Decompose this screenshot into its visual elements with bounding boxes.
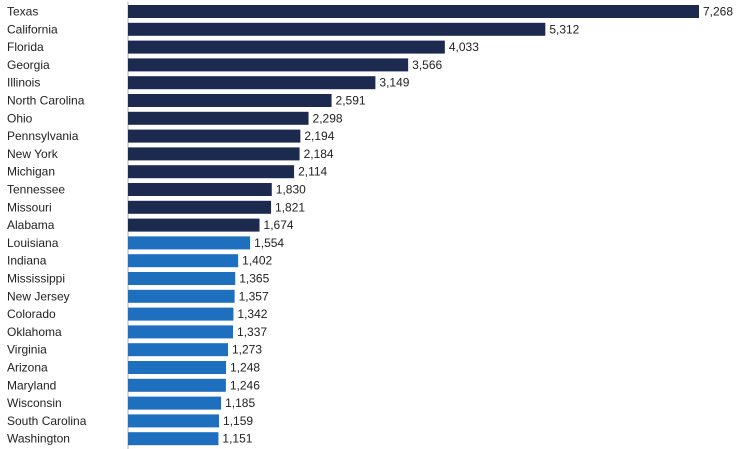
category-label-pennsylvania: Pennsylvania <box>7 129 79 143</box>
category-label-north-carolina: North Carolina <box>7 94 85 108</box>
value-label-michigan: 2,114 <box>298 165 327 179</box>
category-label-arizona: Arizona <box>7 361 48 375</box>
bar-florida <box>128 40 445 54</box>
bar-alabama <box>128 218 260 232</box>
category-label-ohio: Ohio <box>7 111 33 125</box>
value-label-missouri: 1,821 <box>275 200 305 214</box>
value-label-arizona: 1,248 <box>230 361 260 375</box>
value-label-texas: 7,268 <box>703 5 733 19</box>
bars-group <box>128 5 699 446</box>
bar-south-carolina <box>128 414 220 428</box>
category-label-new-york: New York <box>7 147 59 161</box>
value-label-ohio: 2,298 <box>313 111 343 125</box>
bar-washington <box>128 432 219 446</box>
category-label-florida: Florida <box>7 40 44 54</box>
bar-oklahoma <box>128 325 234 339</box>
bar-new-jersey <box>128 289 235 303</box>
category-label-virginia: Virginia <box>7 343 47 357</box>
value-label-colorado: 1,342 <box>237 307 267 321</box>
value-label-indiana: 1,402 <box>242 254 272 268</box>
bar-missouri <box>128 200 272 214</box>
bar-georgia <box>128 58 409 72</box>
value-label-florida: 4,033 <box>449 40 479 54</box>
bar-illinois <box>128 76 376 90</box>
value-label-washington: 1,151 <box>222 432 252 446</box>
category-label-south-carolina: South Carolina <box>7 414 87 428</box>
value-label-new-york: 2,184 <box>304 147 334 161</box>
category-label-georgia: Georgia <box>7 58 50 72</box>
bar-new-york <box>128 147 300 161</box>
value-label-virginia: 1,273 <box>232 343 262 357</box>
value-label-illinois: 3,149 <box>379 76 409 90</box>
value-label-south-carolina: 1,159 <box>223 414 253 428</box>
category-label-texas: Texas <box>7 5 38 19</box>
category-label-california: California <box>7 22 58 36</box>
bar-arizona <box>128 361 227 374</box>
value-label-north-carolina: 2,591 <box>336 94 366 108</box>
bar-michigan <box>128 165 295 179</box>
bar-maryland <box>128 378 226 392</box>
value-label-new-jersey: 1,357 <box>239 289 269 303</box>
category-label-maryland: Maryland <box>7 378 56 392</box>
value-label-oklahoma: 1,337 <box>237 325 267 339</box>
bar-mississippi <box>128 272 236 285</box>
value-label-louisiana: 1,554 <box>254 236 284 250</box>
value-label-georgia: 3,566 <box>412 58 442 72</box>
bar-texas <box>128 5 699 18</box>
category-label-tennessee: Tennessee <box>7 183 65 197</box>
category-label-illinois: Illinois <box>7 76 40 90</box>
bar-indiana <box>128 254 239 268</box>
bar-ohio <box>128 111 309 125</box>
category-label-colorado: Colorado <box>7 307 56 321</box>
category-label-oklahoma: Oklahoma <box>7 325 62 339</box>
bar-california <box>128 22 546 36</box>
category-label-washington: Washington <box>7 432 70 446</box>
bar-pennsylvania <box>128 129 301 143</box>
category-label-missouri: Missouri <box>7 200 52 214</box>
value-label-pennsylvania: 2,194 <box>304 129 334 143</box>
bar-wisconsin <box>128 396 222 410</box>
bar-tennessee <box>128 183 272 196</box>
category-label-michigan: Michigan <box>7 165 55 179</box>
category-label-alabama: Alabama <box>7 218 55 232</box>
value-label-tennessee: 1,830 <box>276 183 306 197</box>
bar-colorado <box>128 307 234 321</box>
bar-north-carolina <box>128 94 332 107</box>
category-label-new-jersey: New Jersey <box>7 289 70 303</box>
value-label-alabama: 1,674 <box>264 218 294 232</box>
value-label-california: 5,312 <box>549 22 579 36</box>
category-label-mississippi: Mississippi <box>7 272 65 286</box>
category-labels: Texas California Florida Georgia Illinois Nor… <box>7 5 87 446</box>
value-label-mississippi: 1,365 <box>239 272 269 286</box>
value-label-wisconsin: 1,185 <box>225 396 255 410</box>
value-label-maryland: 1,246 <box>230 378 260 392</box>
category-label-wisconsin: Wisconsin <box>7 396 62 410</box>
category-label-louisiana: Louisiana <box>7 236 59 250</box>
category-label-indiana: Indiana <box>7 254 47 268</box>
bar-virginia <box>128 343 229 357</box>
bar-louisiana <box>128 236 251 250</box>
